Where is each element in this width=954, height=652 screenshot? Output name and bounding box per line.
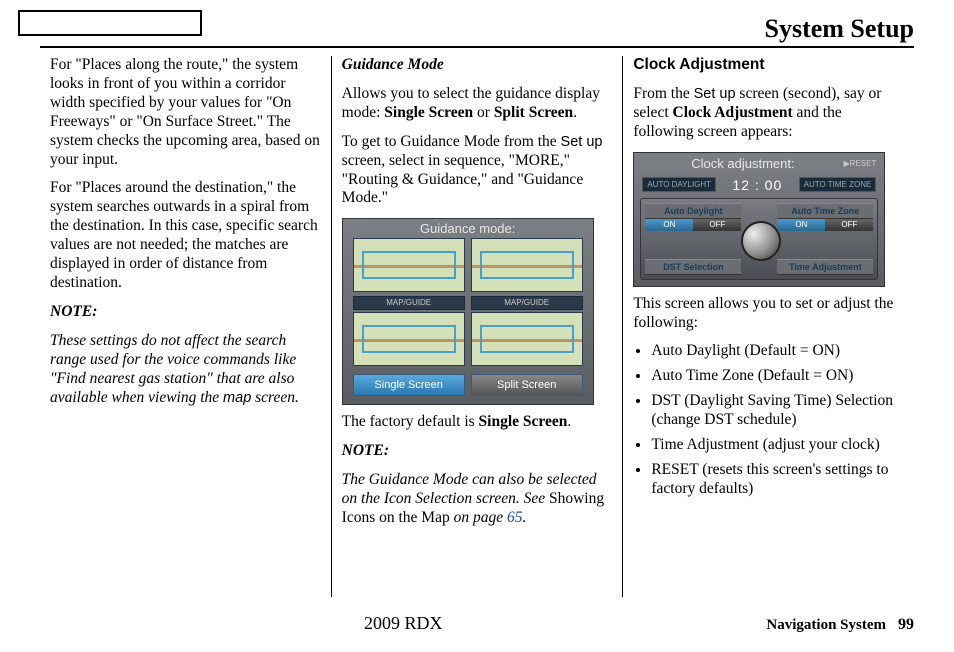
page-title: System Setup (764, 14, 914, 44)
map-preview-split (471, 238, 583, 292)
paragraph: For "Places around the destination," the… (50, 179, 321, 292)
clock-adjustment-screenshot: Clock adjustment: ▶RESET AUTO DAYLIGHT 1… (633, 152, 885, 287)
footer-model: 2009 RDX (40, 613, 766, 634)
map-preview-split (471, 312, 583, 366)
auto-daylight-pill: AUTO DAYLIGHT (642, 177, 716, 192)
map-previews (343, 312, 593, 370)
column-3: Clock Adjustment From the Set up screen … (622, 56, 914, 597)
map-preview-single (353, 312, 465, 366)
auto-timezone-pill: AUTO TIME ZONE (799, 177, 877, 192)
paragraph: For "Places along the route," the system… (50, 56, 321, 169)
content-columns: For "Places along the route," the system… (40, 56, 914, 597)
list-item: Time Adjustment (adjust your clock) (651, 436, 904, 455)
manual-page: System Setup For "Places along the route… (0, 0, 954, 652)
paragraph: From the Set up screen (second), say or … (633, 85, 904, 142)
bullet-list: Auto Daylight (Default = ON) Auto Time Z… (633, 342, 904, 498)
clock-panel: Auto Daylight ONOFF Auto Time Zone ONOFF… (640, 198, 878, 280)
list-item: Auto Daylight (Default = ON) (651, 342, 904, 361)
dst-selection-group: DST Selection (645, 259, 741, 275)
time-adjustment-group: Time Adjustment (777, 259, 873, 275)
column-2: Guidance Mode Allows you to select the g… (331, 56, 623, 597)
page-link: 65 (507, 509, 523, 526)
note-heading: NOTE: (342, 442, 613, 461)
map-preview-single (353, 238, 465, 292)
map-previews (343, 238, 593, 296)
list-item: DST (Daylight Saving Time) Selection (ch… (651, 392, 904, 430)
column-1: For "Places along the route," the system… (40, 56, 331, 597)
reset-label: ▶RESET (844, 159, 877, 168)
dial-icon (741, 221, 781, 261)
list-item: Auto Time Zone (Default = ON) (651, 367, 904, 386)
map-label: MAP/GUIDE (353, 296, 465, 310)
subheading-clock-adjustment: Clock Adjustment (633, 56, 904, 75)
auto-timezone-group: Auto Time Zone ONOFF (777, 203, 873, 231)
map-label: MAP/GUIDE (471, 296, 583, 310)
note-body: These settings do not affect the search … (50, 332, 321, 408)
page-footer: 2009 RDX Navigation System99 (40, 613, 914, 634)
screen-title: Clock adjustment: (642, 156, 843, 171)
clock-time: 12 : 00 (732, 177, 782, 193)
note-body: The Guidance Mode can also be selected o… (342, 471, 613, 528)
paragraph: Allows you to select the guidance displa… (342, 85, 613, 123)
footer-right: Navigation System99 (766, 616, 914, 634)
auto-daylight-group: Auto Daylight ONOFF (645, 203, 741, 231)
single-screen-button: Single Screen (353, 374, 465, 396)
paragraph: The factory default is Single Screen. (342, 413, 613, 432)
note-heading: NOTE: (50, 303, 321, 322)
top-rule (40, 46, 914, 48)
paragraph: To get to Guidance Mode from the Set up … (342, 133, 613, 209)
split-screen-button: Split Screen (471, 374, 583, 396)
subheading-guidance-mode: Guidance Mode (342, 56, 613, 75)
paragraph: This screen allows you to set or adjust … (633, 295, 904, 333)
list-item: RESET (resets this screen's settings to … (651, 461, 904, 499)
header-box (18, 10, 202, 36)
screen-title: Guidance mode: (343, 219, 593, 238)
guidance-mode-screenshot: Guidance mode: MAP/GUIDE MAP/GUIDE Singl… (342, 218, 594, 405)
